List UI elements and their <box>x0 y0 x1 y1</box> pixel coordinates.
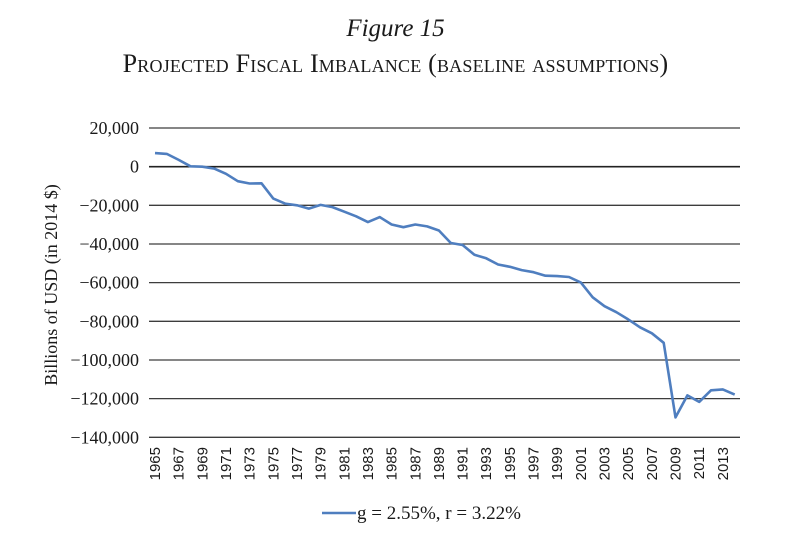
y-tick-label: −60,000 <box>79 273 139 293</box>
x-tick-label: 2009 <box>668 447 685 480</box>
x-tick-label: 2005 <box>620 447 637 480</box>
y-axis-label: Billions of USD (in 2014 $) <box>41 184 62 386</box>
x-tick-label: 1967 <box>171 447 188 480</box>
x-tick-label: 2013 <box>715 447 732 480</box>
y-tick-label: 0 <box>130 157 139 177</box>
x-tick-labels: 1965 1967 1969 1971 1973 1975 1977 1979 1981 1983… <box>147 447 732 480</box>
figure-label: Figure 15 <box>346 15 445 42</box>
x-tick-label: 1999 <box>549 447 566 480</box>
x-tick-label: 1971 <box>218 447 235 480</box>
y-tick-label: −40,000 <box>79 234 139 254</box>
series-line <box>154 151 736 419</box>
x-tick-label: 1989 <box>431 447 448 480</box>
y-tick-label: 20,000 <box>90 118 140 138</box>
y-tick-labels: 20,000 0 −20,000 −40,000 −60,000 −80,000 −100,… <box>70 118 139 447</box>
x-tick-label: 1983 <box>360 447 377 480</box>
x-tick-label: 1993 <box>478 447 495 480</box>
x-tick-label: 1995 <box>502 447 519 480</box>
x-tick-label: 2007 <box>644 447 661 480</box>
legend: g = 2.55%, r = 3.22% <box>322 503 521 524</box>
x-tick-label: 1979 <box>313 447 330 480</box>
legend-label: g = 2.55%, r = 3.22% <box>357 503 521 524</box>
x-tick-label: 2011 <box>691 447 708 479</box>
y-tick-label: −140,000 <box>70 427 139 447</box>
x-tick-label: 1973 <box>242 447 259 480</box>
x-tick-label: 1977 <box>289 447 306 480</box>
series-lines <box>154 151 736 419</box>
x-tick-label: 2001 <box>573 447 590 480</box>
x-tick-label: 1981 <box>336 447 353 480</box>
x-tick-label: 1975 <box>265 447 282 480</box>
chart-title: Projected Fiscal Imbalance (baseline ass… <box>122 49 669 78</box>
gridlines <box>149 127 740 438</box>
y-tick-label: −20,000 <box>79 195 139 215</box>
x-tick-label: 2003 <box>597 447 614 480</box>
x-tick-label: 1991 <box>455 447 472 480</box>
y-tick-label: −100,000 <box>70 350 139 370</box>
x-tick-label: 1965 <box>147 447 164 480</box>
y-tick-label: −120,000 <box>70 389 139 409</box>
x-tick-label: 1985 <box>384 447 401 480</box>
x-tick-label: 1969 <box>194 447 211 480</box>
x-tick-label: 1997 <box>526 447 543 480</box>
x-tick-label: 1987 <box>407 447 424 480</box>
y-tick-label: −80,000 <box>79 311 139 331</box>
